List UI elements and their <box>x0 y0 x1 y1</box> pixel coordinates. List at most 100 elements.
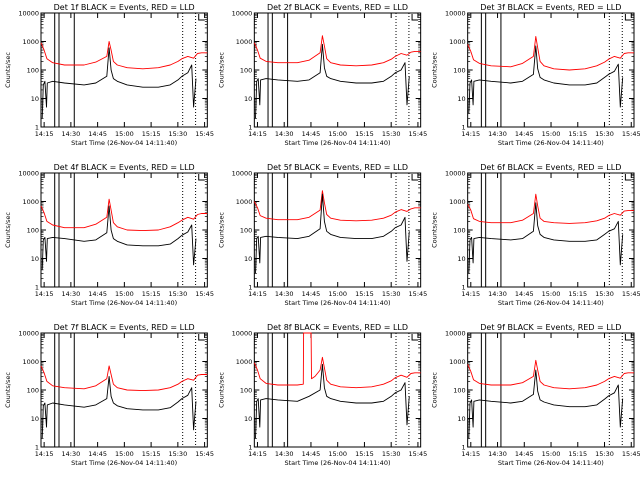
x-tick-label: 15:45 <box>622 290 640 298</box>
x-tick-label: 15:30 <box>595 130 614 138</box>
y-tick-label: 100 <box>27 387 39 395</box>
y-tick-label: 10 <box>31 95 39 103</box>
x-tick-label: 15:45 <box>622 130 640 138</box>
y-tick-label: 1 <box>462 124 466 132</box>
y-tick-label: 10000 <box>18 330 39 338</box>
y-tick-label: 1000 <box>449 358 466 366</box>
series-line-events <box>41 375 197 439</box>
y-tick-label: 100 <box>240 67 252 75</box>
x-tick-label: 15:15 <box>355 130 374 138</box>
x-tick-label: 14:15 <box>35 450 54 458</box>
x-tick-label: 15:15 <box>355 290 374 298</box>
series-line-events <box>41 47 197 119</box>
y-tick-label: 1 <box>248 444 252 452</box>
x-tick-label: 15:45 <box>195 290 214 298</box>
series-line-lld <box>467 359 634 390</box>
y-tick-label: 1000 <box>22 198 39 206</box>
series-line-lld <box>40 365 208 392</box>
series-line-lld <box>467 193 634 224</box>
y-tick-label: 1 <box>248 284 252 292</box>
y-axis-label: Counts/sec <box>431 372 439 408</box>
panel-title: Det 8f BLACK = Events, RED = LLD <box>267 323 408 332</box>
x-axis-label: Start Time (26-Nov-04 14:11:40) <box>285 299 391 307</box>
series-line-events <box>468 202 624 274</box>
y-tick-label: 100 <box>453 227 465 235</box>
x-tick-label: 15:15 <box>142 450 161 458</box>
x-tick-label: 14:30 <box>62 450 81 458</box>
series-line-lld <box>253 190 421 222</box>
y-tick-label: 10 <box>457 415 465 423</box>
series-line-lld <box>467 36 634 71</box>
corner-bracket-mark <box>411 14 419 21</box>
x-axis-label: Start Time (26-Nov-04 14:11:40) <box>71 139 177 147</box>
x-tick-label: 15:30 <box>382 130 401 138</box>
series-line-lld <box>40 198 208 232</box>
x-axis-label: Start Time (26-Nov-04 14:11:40) <box>71 299 177 307</box>
panel-title: Det 7f BLACK = Events, RED = LLD <box>54 323 195 332</box>
x-tick-label: 15:45 <box>409 290 428 298</box>
series-line-events <box>41 205 197 270</box>
x-axis-label: Start Time (26-Nov-04 14:11:40) <box>285 459 391 467</box>
x-tick-label: 14:30 <box>275 130 294 138</box>
x-tick-label: 14:45 <box>302 290 321 298</box>
x-tick-label: 15:45 <box>409 130 428 138</box>
series-line-lld <box>253 35 421 67</box>
series-line-events <box>255 43 410 119</box>
x-tick-label: 15:00 <box>115 450 134 458</box>
detector-panel-6: Det 6f BLACK = Events, RED = LLD 1 10 100 10… <box>431 163 640 307</box>
detector-panel-5: Det 5f BLACK = Events, RED = LLD 1 10 100 10… <box>217 163 427 307</box>
y-tick-label: 1000 <box>449 38 466 46</box>
panel-title: Det 1f BLACK = Events, RED = LLD <box>54 3 195 12</box>
x-tick-label: 14:30 <box>488 130 507 138</box>
detector-panel-2: Det 2f BLACK = Events, RED = LLD 1 10 100 10… <box>217 3 427 147</box>
y-tick-label: 10000 <box>232 330 253 338</box>
y-tick-label: 100 <box>453 387 465 395</box>
series-line-events <box>468 45 624 114</box>
x-tick-label: 14:15 <box>461 130 480 138</box>
y-tick-label: 1000 <box>22 38 39 46</box>
y-tick-label: 10 <box>31 415 39 423</box>
y-tick-label: 10 <box>244 255 252 263</box>
x-tick-label: 14:30 <box>488 450 507 458</box>
series-line-events <box>255 193 410 274</box>
x-tick-label: 15:30 <box>595 450 614 458</box>
x-tick-label: 15:15 <box>568 130 587 138</box>
y-axis-label: Counts/sec <box>4 52 12 88</box>
x-tick-label: 15:15 <box>355 450 374 458</box>
x-tick-label: 14:15 <box>461 290 480 298</box>
x-tick-label: 15:00 <box>328 290 347 298</box>
x-axis-label: Start Time (26-Nov-04 14:11:40) <box>285 139 391 147</box>
x-tick-label: 14:30 <box>275 450 294 458</box>
y-tick-label: 100 <box>240 227 252 235</box>
panel-title: Det 4f BLACK = Events, RED = LLD <box>54 163 195 172</box>
x-tick-label: 15:30 <box>168 450 187 458</box>
y-axis-label: Counts/sec <box>4 212 12 248</box>
y-axis-label: Counts/sec <box>217 212 225 248</box>
corner-bracket-mark <box>624 14 632 21</box>
y-axis-label: Counts/sec <box>217 52 225 88</box>
y-tick-label: 1 <box>248 124 252 132</box>
x-axis-label: Start Time (26-Nov-04 14:11:40) <box>71 459 177 467</box>
x-axis-label: Start Time (26-Nov-04 14:11:40) <box>498 459 604 467</box>
x-tick-label: 15:00 <box>115 290 134 298</box>
corner-bracket-mark <box>411 174 419 181</box>
x-tick-label: 14:30 <box>275 290 294 298</box>
detector-panel-7: Det 7f BLACK = Events, RED = LLD 1 10 100 10… <box>4 323 214 467</box>
series-line-lld <box>40 41 208 70</box>
x-tick-label: 14:45 <box>515 450 534 458</box>
x-tick-label: 14:45 <box>515 290 534 298</box>
y-tick-label: 1000 <box>236 358 253 366</box>
y-tick-label: 10 <box>244 415 252 423</box>
y-tick-label: 10000 <box>445 170 466 178</box>
x-axis-label: Start Time (26-Nov-04 14:11:40) <box>498 139 604 147</box>
x-tick-label: 14:45 <box>302 130 321 138</box>
x-axis-label: Start Time (26-Nov-04 14:11:40) <box>498 299 604 307</box>
x-tick-label: 15:30 <box>168 130 187 138</box>
panel-title: Det 3f BLACK = Events, RED = LLD <box>480 3 621 12</box>
detector-panel-3: Det 3f BLACK = Events, RED = LLD 1 10 100 10… <box>431 3 640 147</box>
y-tick-label: 10000 <box>18 10 39 18</box>
series-line-lld <box>253 332 421 389</box>
x-tick-label: 15:00 <box>328 130 347 138</box>
y-axis-label: Counts/sec <box>431 52 439 88</box>
